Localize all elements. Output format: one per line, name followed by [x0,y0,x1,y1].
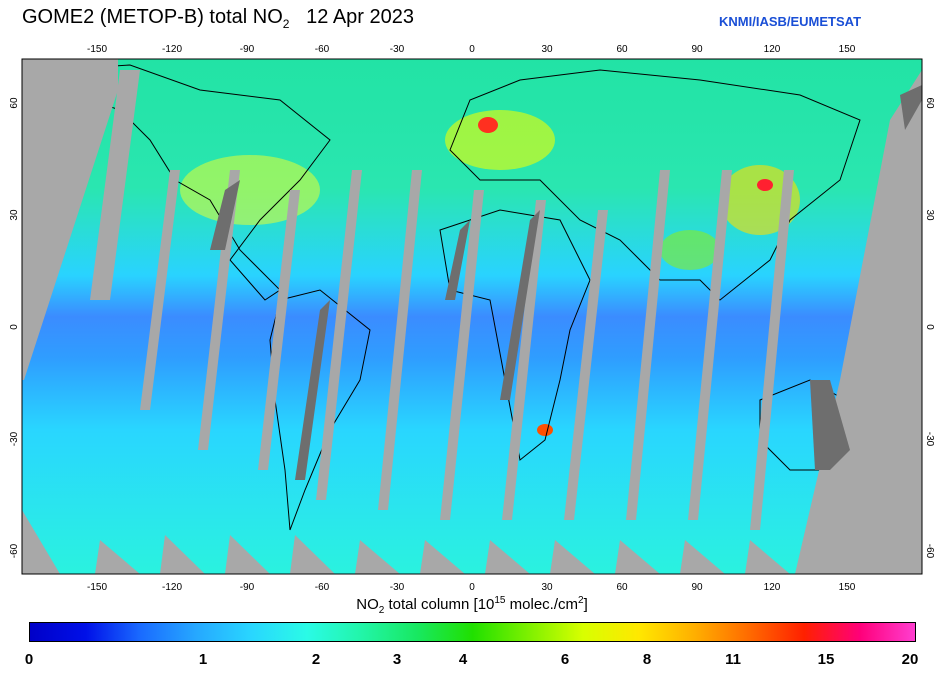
lon-tick-top-5: 0 [469,44,475,55]
lon-tick-bot-8: 90 [691,582,703,593]
gap-12 [750,170,794,530]
lon-tick-bot-2: -90 [240,582,255,593]
map-frame [21,58,923,575]
lon-tick-bot-4: -30 [390,582,405,593]
land-gap-af2 [500,210,540,400]
gap-south-6 [420,540,465,574]
gap-11 [688,170,732,520]
lon-tick-top-6: 30 [541,44,553,55]
gap-9 [564,210,608,520]
map-title: GOME2 (METOP-B) total NO2 12 Apr 2023 [22,6,414,31]
lat-tick-right-4: -60 [924,544,935,559]
lat-tick-right-1: 30 [924,209,935,221]
label-no: NO [356,596,379,613]
lat-tick-left-1: 30 [9,209,20,221]
lon-tick-bot-6: 30 [541,582,553,593]
lon-tick-top-10: 150 [839,44,856,55]
lat-tick-left-0: 60 [9,97,20,109]
land-gap-sa [295,300,330,480]
gap-6 [378,170,422,510]
colorbar-axis-label: NO2 total column [1015 molec./cm2] [0,595,944,616]
lon-tick-bot-9: 120 [764,582,781,593]
colorbar-label-9: 20 [901,651,919,668]
lon-tick-top-3: -60 [315,44,330,55]
gap-8 [502,200,546,520]
colorbar-label-3: 3 [392,651,402,668]
gap-south-7 [485,540,530,574]
gap-10 [626,170,670,520]
land-in-gaps [210,85,922,480]
gap-7 [440,190,484,520]
lon-tick-top-4: -30 [390,44,405,55]
gap-south-4 [290,535,335,574]
lon-tick-top-8: 90 [691,44,703,55]
colorbar-label-5: 6 [560,651,570,668]
colorbar-label-2: 2 [311,651,321,668]
lon-tick-top-7: 60 [616,44,628,55]
label-middle: total column [10 [384,596,495,613]
gap-south-11 [745,540,790,574]
land-gap-af1 [445,220,470,300]
lat-tick-right-0: 60 [924,97,935,109]
title-date: 12 Apr 2023 [306,6,415,28]
lon-tick-bot-0: -150 [87,582,107,593]
gap-south-10 [680,540,725,574]
lon-tick-top-1: -120 [162,44,182,55]
gap-2 [140,170,180,410]
gap-south-5 [355,540,400,574]
gap-5 [316,170,362,500]
colorbar-label-4: 4 [458,651,468,668]
lon-tick-top-2: -90 [240,44,255,55]
gap-south-2 [160,535,205,574]
lon-tick-top-0: -150 [87,44,107,55]
hotspot-benelux [478,117,498,133]
gap-4 [258,190,300,470]
credit-label: KNMI/IASB/EUMETSAT [719,14,862,29]
gap-south-1 [95,540,140,574]
title-main: GOME2 (METOP-B) total NO [22,6,283,28]
title-subscript: 2 [282,17,290,31]
lat-tick-right-2: 0 [924,324,935,330]
colorbar-label-6: 8 [642,651,652,668]
axis-ticks: -150 -150 -120 -120 -90 -90 -60 -60 -30 -30 0 0 30 30… [9,44,935,593]
label-after: molec./cm [505,596,579,613]
gap-far-west [22,59,118,380]
lat-tick-left-3: -30 [9,431,20,446]
africa [439,209,591,461]
land-gap-ne-asia [900,85,922,130]
north-america [49,64,331,301]
hotspot-india [660,230,720,270]
map-area [22,59,922,574]
lon-tick-top-9: 120 [764,44,781,55]
lat-tick-right-3: -30 [924,432,935,447]
label-sub: 2 [378,605,385,616]
gap-3 [198,170,240,450]
gap-south-8 [550,540,595,574]
hotspot-europe [445,110,555,170]
gap-1 [90,70,140,300]
lon-tick-bot-7: 60 [616,582,628,593]
lat-tick-left-2: 0 [9,324,20,330]
colorbar-label-1: 1 [198,651,208,668]
land-gap-au [810,380,850,470]
label-exp: 15 [494,595,506,606]
lon-tick-bot-5: 0 [469,582,475,593]
lon-tick-bot-1: -120 [162,582,182,593]
lon-tick-bot-10: 150 [839,582,856,593]
lat-tick-left-4: -60 [9,543,20,558]
gap-south-9 [615,540,660,574]
hotspot-beijing [757,179,773,191]
hotspot-highveld [537,424,553,436]
lon-tick-bot-3: -60 [315,582,330,593]
gap-southwest [22,510,60,574]
colorbar [29,622,916,642]
label-close: ] [583,596,588,613]
colorbar-label-7: 11 [725,651,741,668]
gap-south-3 [225,535,270,574]
land-gap-na [210,180,240,250]
colorbar-label-8: 15 [817,651,835,668]
colorbar-label-0: 0 [24,651,34,668]
label-exp2: 2 [578,595,584,606]
